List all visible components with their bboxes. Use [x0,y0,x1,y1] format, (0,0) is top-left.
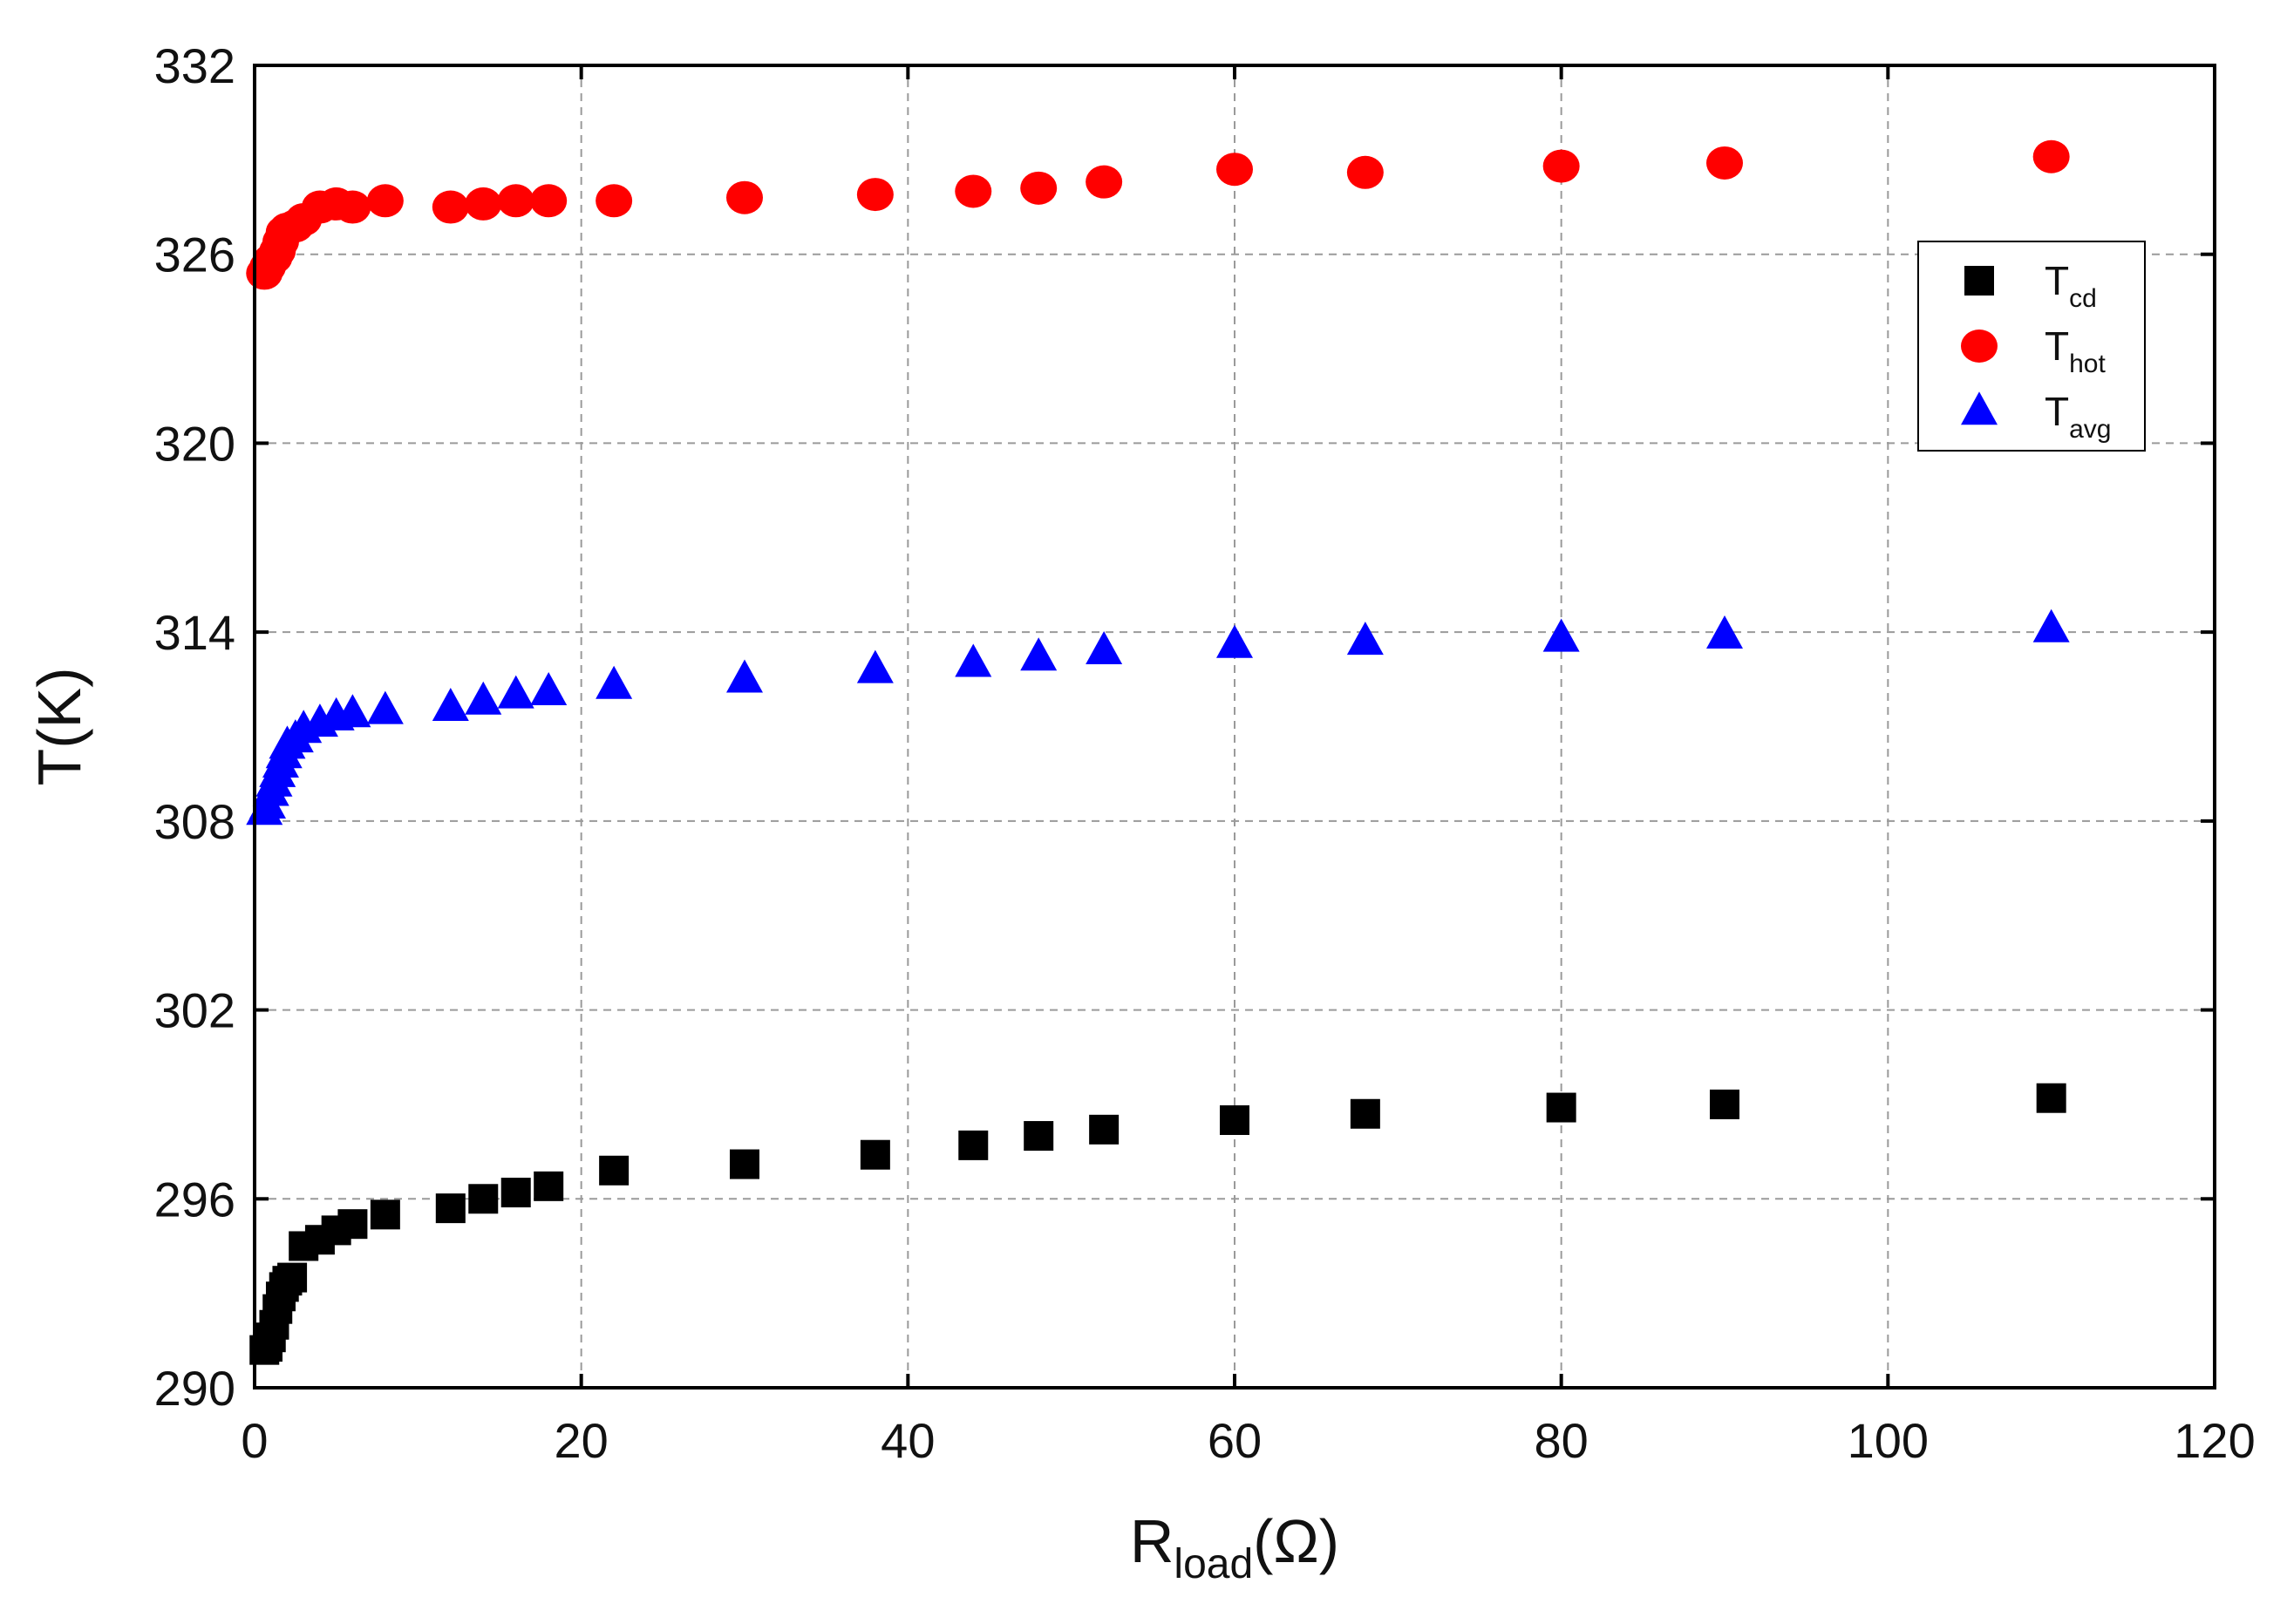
data-point-t-hot [497,184,534,218]
data-point-t-cd [534,1171,564,1201]
legend-box [1917,241,2146,452]
data-point-t-hot [334,190,371,224]
series-t-hot [246,139,2070,290]
data-point-t-avg [1086,631,1123,665]
legend-label-main: T [2045,389,2069,434]
x-tick-label: 0 [241,1413,268,1468]
data-point-t-hot [465,187,502,221]
x-axis-label-unit: (Ω) [1253,1507,1339,1575]
legend-marker [1961,391,1998,425]
data-point-t-hot [432,190,469,224]
x-tick-label: 80 [1535,1413,1589,1468]
data-point-t-cd [435,1193,466,1224]
legend-label-subscript: cd [2069,284,2097,313]
y-tick-label: 296 [154,1172,235,1226]
data-point-t-cd [730,1149,759,1179]
data-point-t-avg [530,671,568,705]
y-tick-label: 290 [154,1361,235,1416]
data-point-t-hot [366,184,404,218]
data-point-t-cd [370,1199,400,1230]
data-point-t-hot [530,184,568,218]
data-point-t-hot [596,184,633,218]
y-tick-label: 332 [154,38,235,93]
y-tick-label: 314 [154,605,235,660]
data-point-t-avg [596,665,633,699]
data-markers [246,139,2070,1365]
series-t-avg [246,608,2070,826]
legend-label-main: T [2045,258,2069,303]
data-point-t-hot [2032,139,2070,173]
x-axis-label-main: R [1130,1507,1174,1575]
legend-marker [1961,330,1998,363]
data-point-t-cd [1024,1121,1054,1152]
y-tick-label: 320 [154,416,235,471]
data-point-t-hot [726,180,763,214]
data-point-t-avg [366,690,404,724]
data-point-t-cd [1546,1092,1576,1123]
legend-label: Thot [2045,323,2106,378]
data-point-t-hot [1346,155,1384,189]
legend-item-t-cd: Tcd [1964,258,2097,313]
data-point-t-cd [2036,1083,2066,1113]
data-point-t-cd [958,1130,989,1160]
data-point-t-cd [1350,1098,1380,1129]
tick-labels: 0 20 40 60 80 100 120 290 296 302 308 314 320 326 332 [154,38,2256,1468]
legend-label: Tavg [2045,389,2111,444]
x-tick-label: 120 [2174,1413,2255,1468]
data-point-t-avg [726,659,763,693]
data-point-t-hot [1542,149,1580,183]
legend-label-subscript: avg [2069,415,2111,444]
data-point-t-avg [465,681,502,715]
y-tick-label: 308 [154,794,235,849]
data-point-t-hot [1216,153,1253,187]
y-tick-label: 302 [154,983,235,1038]
plot-frame [253,64,2216,1390]
legend-label: Tcd [2045,258,2097,313]
data-point-t-cd [860,1139,890,1170]
data-point-t-hot [1086,165,1123,199]
data-point-t-cd [337,1209,368,1240]
x-tick-label: 60 [1208,1413,1262,1468]
y-axis-label: T(K) [25,667,93,785]
legend-label-subscript: hot [2069,350,2106,378]
data-point-t-cd [468,1184,499,1214]
data-point-t-cd [277,1262,308,1293]
series-t-cd [249,1083,2066,1365]
legend-item-t-hot: Thot [1961,323,2106,378]
y-tick-label: 326 [154,228,235,282]
data-point-t-cd [1089,1114,1120,1145]
data-point-t-avg [856,649,894,683]
data-point-t-hot [1706,146,1743,180]
data-point-t-avg [497,675,534,709]
data-point-t-avg [1346,622,1384,656]
data-point-t-hot [856,178,894,212]
legend-marker [1964,266,1994,296]
legend-label-main: T [2045,323,2069,369]
x-tick-label: 40 [881,1413,935,1468]
data-point-t-hot [955,174,992,208]
data-point-t-avg [1542,618,1580,652]
data-point-t-avg [955,643,992,677]
data-point-t-avg [1706,615,1743,649]
x-axis-label-subscript: load [1174,1541,1253,1587]
data-point-t-avg [334,694,371,728]
data-point-t-cd [599,1155,630,1186]
x-tick-label: 20 [555,1413,609,1468]
data-point-t-hot [1020,171,1058,205]
data-point-t-avg [2032,608,2070,642]
data-point-t-cd [1710,1089,1739,1119]
x-axis-label: Rload(Ω) [1130,1507,1339,1587]
x-tick-label: 100 [1848,1413,1929,1468]
data-point-t-cd [1220,1104,1249,1135]
data-point-t-avg [1020,637,1058,671]
legend-item-t-avg: Tavg [1961,389,2111,444]
data-point-t-avg [1216,624,1253,658]
data-point-t-avg [432,688,469,722]
data-point-t-cd [500,1178,531,1208]
